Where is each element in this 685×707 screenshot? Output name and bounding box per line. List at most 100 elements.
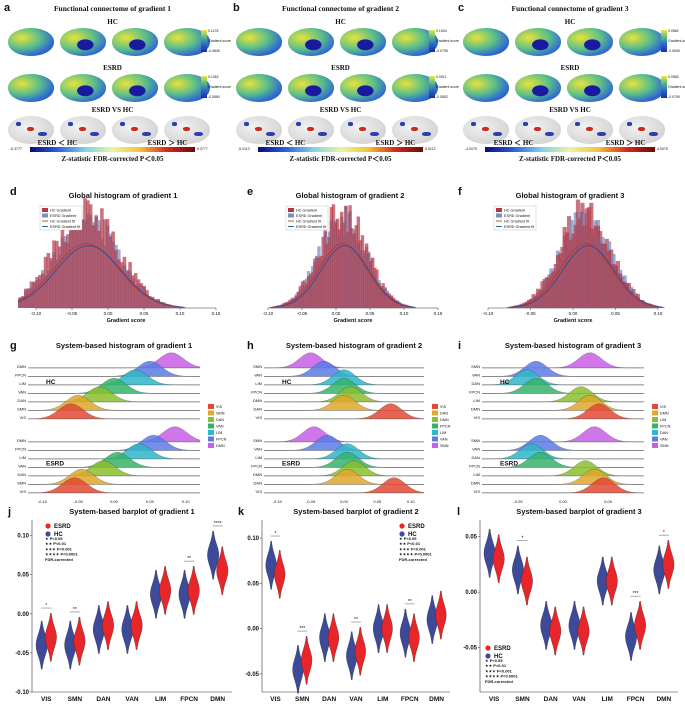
- significant-cluster: [649, 132, 658, 136]
- hc-bar: [622, 281, 627, 308]
- system-histogram-1: System-based histogram of gradient 1 DMN F…: [15, 341, 226, 504]
- panel-label-l: l: [457, 506, 461, 518]
- ridge-row-label: SMN: [471, 364, 480, 369]
- sig-marker: **: [354, 617, 358, 623]
- hc-bar: [617, 273, 623, 308]
- hc-bar: [333, 222, 338, 308]
- hc-bar: [626, 283, 632, 308]
- violin-category-label: LIM: [155, 696, 166, 703]
- hc-bar: [606, 250, 612, 308]
- violin-category-label: DMN: [656, 696, 671, 703]
- ridge-title: System-based histogram of gradient 3: [505, 341, 641, 350]
- hc-bar: [613, 265, 618, 308]
- hc-bar: [108, 236, 113, 308]
- significant-cluster: [38, 132, 47, 136]
- hc-bar: [615, 260, 621, 308]
- hc-bar: [181, 307, 186, 308]
- ridge-legend-swatch: [208, 436, 214, 442]
- hc-bar: [354, 225, 358, 308]
- z-stat-label: Z-statistic FDR-corrected P＜0.05: [519, 155, 621, 163]
- hc-violin: [292, 645, 304, 694]
- esrd-violin: [435, 590, 447, 640]
- legend-label: HC Gradient: [50, 209, 72, 213]
- hc-bar: [598, 231, 603, 308]
- legend-label: HC Gradient fit: [296, 220, 322, 224]
- hc-bar: [323, 230, 327, 308]
- brain-surface: [515, 74, 561, 102]
- x-tick-label: 0.05: [611, 311, 620, 316]
- esrd-violin: [301, 636, 313, 685]
- brain-surface: [8, 74, 54, 102]
- x-tick-label: 0.00: [332, 311, 341, 316]
- ridge-density: [28, 451, 200, 468]
- legend-label: ESRD Gradient: [50, 214, 77, 218]
- hc-bar: [352, 233, 356, 308]
- sig-note: ★★ P<0.01: [399, 541, 421, 546]
- hc-fit-line: [271, 243, 415, 308]
- hc-bar: [159, 301, 163, 308]
- system-barplot-2: System-based barplot of gradient 2 0.10 0.…: [245, 507, 450, 703]
- hc-bar: [575, 199, 581, 308]
- hc-bar: [620, 276, 625, 308]
- ridge-row-label: DMN: [17, 438, 26, 443]
- sig-note: ★ P<0.05: [45, 536, 63, 541]
- significant-cluster: [266, 132, 275, 136]
- esrd-violin: [354, 627, 366, 676]
- hc-bar: [94, 216, 99, 308]
- brain-surface: [60, 74, 106, 102]
- esrd-violin: [216, 546, 229, 596]
- histogram-title: Global histogram of gradient 2: [296, 191, 405, 200]
- z-min: -5.3777: [10, 147, 22, 151]
- esrd-fit-line: [18, 245, 184, 308]
- brain-surface: [288, 28, 334, 56]
- significant-cluster: [359, 127, 366, 131]
- hc-bar: [21, 295, 25, 308]
- ridge-legend-swatch: [432, 417, 438, 422]
- brain-surface: [567, 28, 613, 56]
- hc-bar: [553, 264, 558, 308]
- hc-bar: [327, 237, 332, 308]
- legend-swatch: [496, 213, 502, 218]
- significant-cluster: [318, 132, 327, 136]
- significant-cluster: [400, 122, 405, 126]
- violin-category-label: DAN: [544, 696, 558, 703]
- ridge-density: [28, 352, 201, 369]
- esrd-label: ESRD: [331, 64, 350, 72]
- ridge-density: [27, 477, 200, 494]
- significant-cluster: [27, 127, 34, 131]
- z-min: -4.0075: [465, 147, 477, 151]
- brain-surface: [619, 28, 665, 56]
- ridge-row-label: DAN: [472, 381, 481, 386]
- hc-bar: [77, 219, 82, 308]
- esrd-violin: [577, 606, 590, 656]
- brain-panel-2: Functional connectome of gradient 2 HC ESR…: [228, 0, 459, 180]
- ridge-legend-label: DAN: [216, 418, 224, 422]
- sig-note: ★★★★ P<0.0001: [45, 552, 78, 557]
- hc-bar: [32, 281, 37, 308]
- ridge-row-label: DMN: [17, 364, 26, 369]
- hc-bar: [170, 305, 175, 308]
- y-tick-label: -0.05: [463, 646, 477, 652]
- significant-cluster: [597, 132, 606, 136]
- x-tick-label: 0.15: [434, 311, 443, 316]
- legend-label: HC Gradient: [296, 209, 318, 213]
- hc-bar: [356, 216, 361, 308]
- hc-fit-line: [18, 243, 184, 308]
- ridge-density: [481, 452, 644, 468]
- ridge-row-label: SMN: [17, 480, 26, 485]
- hc-bar: [91, 225, 96, 308]
- hc-bar: [49, 258, 53, 308]
- esrd-label: ESRD: [560, 64, 580, 72]
- legend-label: HC: [494, 654, 503, 660]
- ridge-density: [482, 386, 645, 403]
- y-tick-label: 0.05: [465, 535, 477, 541]
- sig-marker: *: [663, 530, 665, 536]
- hc-bar: [609, 249, 614, 308]
- esrd-less-label: ESRD ＜ HC: [493, 139, 534, 147]
- violin-category-label: VIS: [270, 696, 281, 703]
- hc-bar: [296, 291, 301, 308]
- hc-bar: [119, 262, 124, 308]
- ridge-group-label: ESRD: [500, 461, 518, 468]
- ridge-x-tick: 0.10: [407, 499, 416, 504]
- ridge-legend-label: FPCN: [660, 425, 671, 429]
